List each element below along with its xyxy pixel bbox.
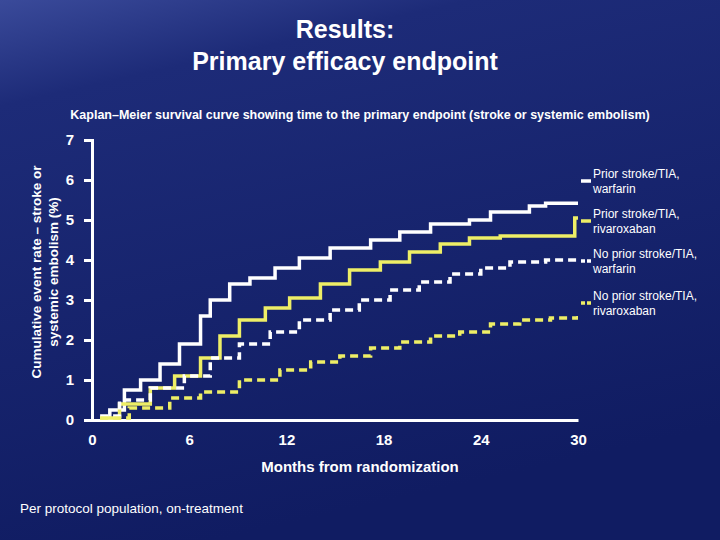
- y-tick-mark: [84, 299, 92, 302]
- x-tick: 18: [376, 420, 393, 448]
- legend: Prior stroke/TIA,warfarin Prior stroke/TI…: [581, 167, 697, 318]
- y-tick: 1: [66, 371, 92, 388]
- y-tick-label: 7: [66, 131, 74, 148]
- background: [0, 0, 720, 540]
- x-axis-line: [93, 419, 579, 422]
- legend-label: Prior stroke/TIA,warfarin: [592, 167, 680, 196]
- x-tick-label: 30: [570, 431, 587, 448]
- x-tick-label: 24: [473, 431, 490, 448]
- y-tick-mark: [84, 139, 92, 142]
- x-tick: 24: [473, 420, 490, 448]
- y-tick-label: 6: [66, 171, 74, 188]
- y-tick-mark: [84, 339, 92, 342]
- y-tick-mark: [84, 259, 92, 262]
- subtitle: Kaplan–Meier survival curve showing time…: [70, 108, 649, 122]
- x-tick: 0: [88, 420, 96, 448]
- y-tick: 5: [66, 211, 92, 228]
- legend-label: No prior stroke/TIA,rivaroxaban: [593, 289, 697, 318]
- x-tick-label: 0: [88, 431, 96, 448]
- y-tick-mark: [84, 219, 92, 222]
- y-tick-mark: [84, 179, 92, 182]
- y-tick-label: 3: [66, 291, 74, 308]
- y-tick: 3: [66, 291, 92, 308]
- y-tick: 6: [66, 171, 92, 188]
- y-tick-label: 0: [66, 411, 74, 428]
- y-tick: 0: [66, 411, 92, 428]
- y-tick-label: 1: [66, 371, 74, 388]
- plot-area: [100, 203, 578, 420]
- legend-label: No prior stroke/TIA,warfarin: [592, 247, 697, 276]
- x-tick-label: 12: [279, 431, 296, 448]
- legend-swatch: [581, 179, 591, 183]
- y-tick: 2: [66, 331, 92, 348]
- x-tick-label: 18: [376, 431, 393, 448]
- km-curve: [100, 316, 578, 418]
- y-axis-title: Cumulative event rate – stroke orsystemi…: [29, 165, 61, 379]
- legend-swatch: [581, 259, 591, 263]
- x-tick: 6: [186, 420, 194, 448]
- km-curve: [100, 203, 578, 420]
- x-tick: 30: [570, 420, 587, 448]
- y-tick: 7: [66, 131, 92, 148]
- x-axis-title: Months from randomization: [261, 458, 459, 475]
- title: Results:Primary efficacy endpoint: [192, 15, 498, 75]
- y-axis-line: [84, 141, 93, 421]
- y-tick-mark: [84, 379, 92, 382]
- x-tick-label: 6: [186, 431, 194, 448]
- footnote: Per protocol population, on-treatment: [20, 501, 243, 516]
- y-tick: 4: [66, 251, 92, 268]
- y-tick-label: 5: [66, 211, 74, 228]
- legend-swatch: [581, 219, 591, 223]
- y-tick-label: 4: [66, 251, 75, 268]
- y-tick-mark: [84, 419, 92, 422]
- km-curve: [100, 258, 578, 416]
- y-axis: 0 1 2 3 4 5 6 7: [66, 131, 93, 428]
- y-tick-label: 2: [66, 331, 74, 348]
- km-curve: [100, 218, 578, 418]
- x-axis: 0 6 12 18 24 30: [88, 420, 587, 448]
- x-tick: 12: [279, 420, 296, 448]
- legend-label: Prior stroke/TIA,rivaroxaban: [593, 207, 680, 236]
- legend-swatch: [581, 301, 591, 305]
- chart: Results:Primary efficacy endpoint Kaplan–…: [0, 0, 720, 540]
